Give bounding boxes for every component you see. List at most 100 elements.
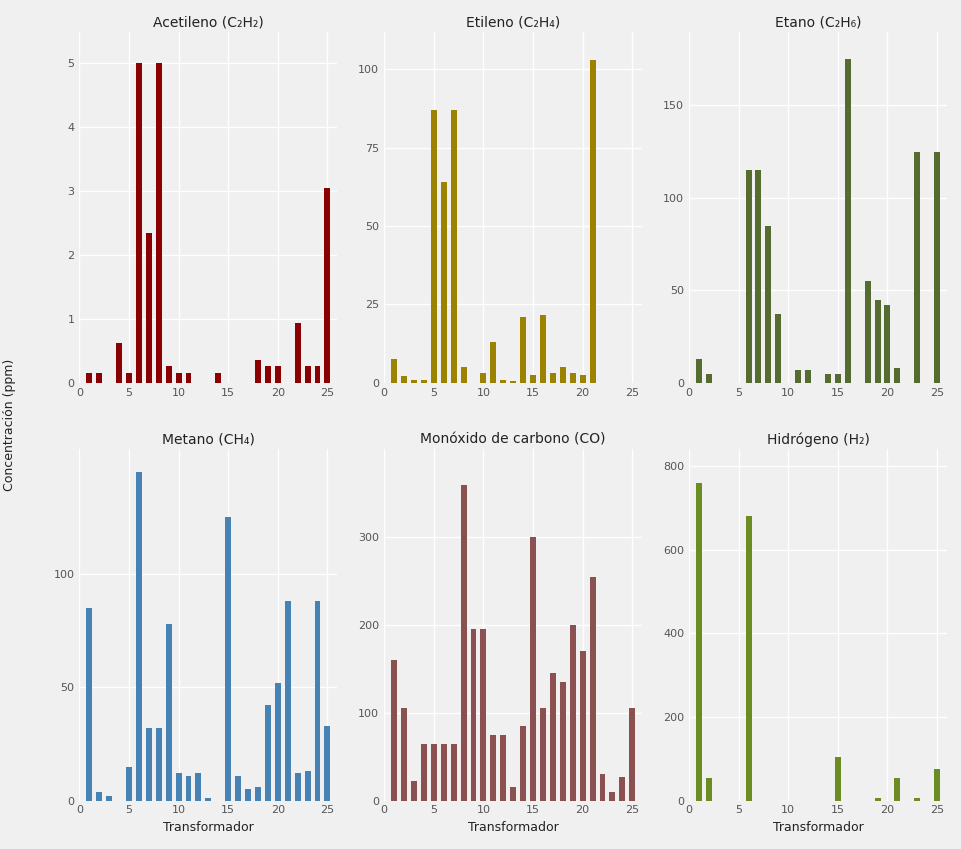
Bar — [874, 799, 879, 801]
Bar — [480, 629, 486, 801]
Bar — [156, 64, 161, 383]
Bar — [834, 756, 840, 801]
Bar — [431, 744, 436, 801]
Bar — [264, 706, 271, 801]
Bar — [933, 769, 939, 801]
Bar — [410, 781, 416, 801]
Bar — [695, 483, 702, 801]
Bar — [401, 708, 407, 801]
Title: Monóxido de carbono (CO): Monóxido de carbono (CO) — [420, 433, 605, 447]
Bar — [305, 366, 310, 383]
Bar — [608, 792, 615, 801]
Bar — [559, 682, 565, 801]
Bar — [440, 182, 446, 383]
Bar — [294, 323, 301, 383]
Bar — [264, 366, 271, 383]
Bar — [275, 366, 281, 383]
Bar — [136, 472, 141, 801]
Bar — [933, 152, 939, 383]
Bar — [460, 367, 466, 383]
Bar — [695, 359, 702, 383]
Bar — [176, 374, 182, 383]
X-axis label: Transformador: Transformador — [467, 821, 558, 834]
Text: Concentración (ppm): Concentración (ppm) — [3, 358, 16, 491]
Bar — [834, 374, 840, 383]
Bar — [520, 317, 526, 383]
Bar — [500, 380, 505, 383]
Bar — [116, 342, 122, 383]
Bar — [136, 64, 141, 383]
Bar — [185, 374, 191, 383]
Bar — [539, 708, 545, 801]
Bar — [185, 776, 191, 801]
Bar — [913, 799, 920, 801]
Bar — [913, 152, 920, 383]
Bar — [305, 771, 310, 801]
Bar — [569, 625, 575, 801]
Bar — [509, 787, 516, 801]
Bar — [530, 375, 535, 383]
Bar — [589, 576, 595, 801]
Bar — [314, 601, 320, 801]
Bar — [520, 726, 526, 801]
Bar — [874, 300, 879, 383]
Bar — [106, 796, 112, 801]
Bar — [421, 380, 427, 383]
Bar — [126, 374, 132, 383]
Bar — [440, 744, 446, 801]
Bar — [314, 366, 320, 383]
Bar — [530, 537, 535, 801]
Bar — [245, 790, 251, 801]
Bar — [294, 773, 301, 801]
Bar — [599, 774, 604, 801]
Bar — [460, 485, 466, 801]
Bar — [775, 314, 780, 383]
Bar — [275, 683, 281, 801]
Bar — [490, 342, 496, 383]
Bar — [86, 374, 92, 383]
Bar — [156, 728, 161, 801]
Bar — [234, 776, 241, 801]
Bar — [539, 315, 545, 383]
Bar — [391, 661, 397, 801]
Bar — [500, 734, 505, 801]
Bar — [450, 744, 456, 801]
Bar — [894, 778, 899, 801]
Bar — [324, 726, 330, 801]
Bar — [628, 708, 634, 801]
Bar — [844, 59, 850, 383]
Bar — [225, 517, 231, 801]
Bar — [431, 110, 436, 383]
Bar — [480, 374, 486, 383]
Bar — [284, 601, 290, 801]
Title: Etano (C₂H₆): Etano (C₂H₆) — [774, 15, 860, 29]
Bar — [589, 59, 595, 383]
Bar — [579, 651, 585, 801]
Bar — [165, 366, 171, 383]
Bar — [470, 629, 476, 801]
Bar — [126, 767, 132, 801]
Bar — [754, 170, 761, 383]
Bar — [490, 734, 496, 801]
Bar — [450, 110, 456, 383]
Bar — [619, 777, 625, 801]
Bar — [176, 773, 182, 801]
Bar — [146, 728, 152, 801]
X-axis label: Transformador: Transformador — [772, 821, 862, 834]
X-axis label: Transformador: Transformador — [162, 821, 254, 834]
Bar — [745, 170, 751, 383]
Bar — [550, 374, 555, 383]
Bar — [165, 624, 171, 801]
Bar — [745, 516, 751, 801]
Bar — [255, 787, 260, 801]
Bar — [795, 370, 801, 383]
Bar — [410, 380, 416, 383]
Bar — [883, 305, 890, 383]
Bar — [705, 374, 711, 383]
Bar — [569, 374, 575, 383]
Bar — [550, 673, 555, 801]
Title: Etileno (C₂H₄): Etileno (C₂H₄) — [465, 15, 559, 29]
Bar — [705, 778, 711, 801]
Bar — [559, 367, 565, 383]
Bar — [86, 608, 92, 801]
